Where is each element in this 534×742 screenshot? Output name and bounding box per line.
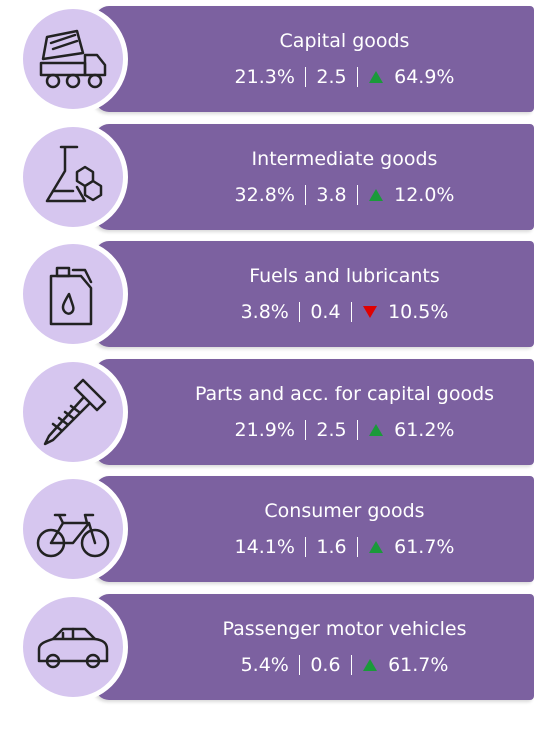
- trend-arrow: [363, 658, 378, 671]
- change: 12.0%: [394, 183, 455, 206]
- value: 2.5: [316, 418, 347, 441]
- change: 64.9%: [394, 66, 455, 88]
- values: 14.1% 1.6 61.7%: [235, 536, 455, 558]
- category-label: Capital goods: [279, 30, 410, 52]
- separator: [356, 419, 359, 440]
- change: 61.7%: [394, 536, 455, 558]
- share: 3.8%: [240, 301, 289, 323]
- value: 0.4: [310, 301, 341, 323]
- share: 21.9%: [234, 418, 295, 441]
- separator: [350, 654, 353, 675]
- category-row: Capital goods 21.3% 2.5 64.9%: [0, 2, 534, 114]
- value: 1.6: [316, 536, 347, 558]
- values: 3.8% 0.4 10.5%: [241, 301, 449, 323]
- values: 21.9% 2.5 61.2%: [235, 419, 455, 441]
- separator: [304, 184, 307, 205]
- icon: [39, 29, 107, 89]
- category-label: Intermediate goods: [251, 147, 438, 170]
- value: 0.6: [310, 653, 341, 676]
- trend-arrow: [369, 71, 384, 83]
- icon: [43, 378, 107, 445]
- values: 5.4% 0.6 61.7%: [241, 654, 449, 676]
- icon: [49, 266, 93, 326]
- category-label: Passenger motor vehicles: [222, 617, 467, 640]
- icon-circle: [18, 474, 128, 584]
- category-row: Passenger motor vehicles 5.4% 0.6 61.7%: [0, 590, 534, 702]
- separator: [356, 67, 359, 87]
- panel: Fuels and lubricants 3.8% 0.4 10.5%: [95, 241, 534, 347]
- icon: [45, 145, 103, 202]
- panel: Capital goods 21.3% 2.5 64.9%: [95, 6, 534, 112]
- panel: Parts and acc. for capital goods 21.9% 2.5…: [95, 358, 534, 465]
- separator: [356, 537, 359, 557]
- category-label: Parts and acc. for capital goods: [194, 382, 495, 405]
- trend-arrow: [369, 423, 384, 436]
- icon-circle: [18, 356, 128, 467]
- change: 61.7%: [388, 653, 449, 676]
- icon: [37, 627, 109, 668]
- category-label: Fuels and lubricants: [249, 265, 440, 287]
- share: 32.8%: [234, 183, 295, 206]
- separator: [356, 184, 359, 205]
- share: 21.3%: [234, 66, 295, 88]
- icon-circle: [18, 591, 128, 702]
- trend-arrow: [369, 188, 384, 201]
- trend-arrow: [369, 541, 384, 553]
- values: 21.3% 2.5 64.9%: [235, 66, 455, 88]
- panel: Consumer goods 14.1% 1.6 61.7%: [95, 476, 534, 582]
- values: 32.8% 3.8 12.0%: [235, 184, 455, 206]
- category-row: Fuels and lubricants 3.8% 0.4 10.5%: [0, 237, 534, 349]
- separator: [298, 654, 301, 675]
- category-row: Intermediate goods 32.8% 3.8 12.0%: [0, 120, 534, 232]
- panel: Passenger motor vehicles 5.4% 0.6 61.7%: [95, 593, 534, 700]
- separator: [304, 67, 307, 87]
- icon-circle: [18, 121, 128, 232]
- icon: [36, 513, 110, 558]
- separator: [350, 302, 353, 322]
- category-label: Consumer goods: [264, 500, 425, 522]
- change: 10.5%: [388, 301, 449, 323]
- icon-circle: [18, 4, 128, 114]
- icon-circle: [18, 239, 128, 349]
- value: 2.5: [316, 66, 347, 88]
- change: 61.2%: [394, 418, 455, 441]
- share: 5.4%: [240, 653, 289, 676]
- share: 14.1%: [234, 536, 295, 558]
- separator: [304, 419, 307, 440]
- value: 3.8: [316, 183, 347, 206]
- category-row: Parts and acc. for capital goods 21.9% 2.5…: [0, 355, 534, 467]
- panel: Intermediate goods 32.8% 3.8 12.0%: [95, 123, 534, 230]
- trend-arrow: [363, 306, 378, 318]
- separator: [298, 302, 301, 322]
- category-row: Consumer goods 14.1% 1.6 61.7%: [0, 472, 534, 584]
- separator: [304, 537, 307, 557]
